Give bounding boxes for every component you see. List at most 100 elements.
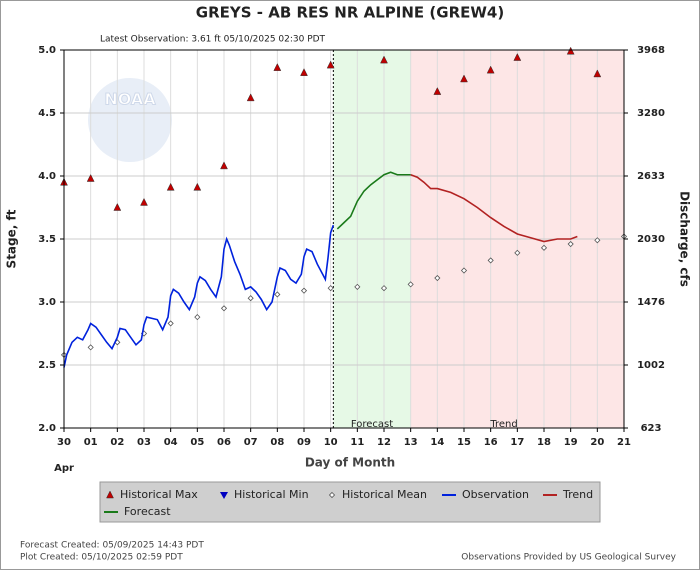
legend-label: Forecast (124, 505, 171, 518)
x-tick-label: 16 (484, 437, 498, 448)
legend-label: Observation (462, 488, 529, 501)
point (354, 283, 361, 290)
legend-swatch (106, 490, 114, 499)
point (327, 285, 334, 292)
x-tick-label: 10 (324, 437, 338, 448)
legend-label: Historical Mean (342, 488, 427, 501)
x-tick-label: 12 (377, 437, 391, 448)
point (87, 344, 94, 351)
legend-label: Trend (562, 488, 593, 501)
x-tick-label: 13 (404, 437, 418, 448)
point (407, 281, 414, 288)
point (167, 320, 174, 327)
point (460, 74, 468, 83)
point (593, 69, 602, 78)
point (486, 65, 495, 74)
point (567, 240, 574, 248)
series-line (410, 173, 578, 243)
x-tick-label: 08 (270, 437, 284, 448)
point (514, 249, 521, 256)
region-label: Trend (489, 419, 517, 430)
region-label: Forecast (351, 419, 393, 430)
point (86, 173, 95, 182)
point (194, 314, 201, 321)
point (220, 305, 228, 312)
footer-forecast: Forecast Created: 05/09/2025 14:43 PDT (20, 541, 204, 551)
y2-tick-label: 3968 (637, 45, 665, 56)
point (434, 274, 441, 282)
footer-credit: Observations Provided by US Geological S… (461, 553, 676, 563)
legend-label: Historical Max (120, 488, 198, 501)
logo (88, 78, 172, 162)
point (220, 161, 228, 170)
point (247, 295, 254, 302)
x-tick-label: 21 (617, 437, 631, 448)
x-tick-label: 05 (190, 437, 204, 448)
point (460, 267, 468, 274)
plot-border (63, 49, 625, 429)
x-tick-label: 15 (457, 437, 471, 448)
x-tick-label: 18 (537, 437, 551, 448)
x-tick-label: 03 (137, 437, 151, 448)
y2-tick-label: 623 (641, 423, 662, 434)
point (113, 202, 122, 211)
x-tick-label: 06 (217, 437, 231, 448)
y-tick-label: 4.0 (38, 171, 56, 182)
x-tick-label: 20 (590, 437, 604, 448)
x-tick-label: 11 (350, 437, 364, 448)
chart-title: GREYS - AB RES NR ALPINE (GREW4) (196, 4, 504, 22)
point (246, 93, 255, 102)
point (433, 87, 442, 95)
y2-tick-label: 1476 (637, 297, 665, 308)
point (487, 257, 494, 264)
point (513, 53, 522, 61)
point (274, 291, 281, 298)
x-tick-label: 02 (110, 437, 124, 448)
y-tick-label: 3.0 (38, 297, 56, 308)
x-tick-label: 04 (164, 437, 178, 448)
logo-text: NOAA (104, 90, 156, 109)
y2-tick-label: 2633 (637, 171, 665, 182)
footer-plot: Plot Created: 05/10/2025 02:59 PDT (20, 553, 183, 563)
point (594, 237, 601, 244)
point (380, 285, 388, 292)
y-tick-label: 2.5 (38, 360, 56, 371)
x-tick-label: 01 (84, 437, 98, 448)
x-axis-title: Day of Month (305, 456, 395, 470)
series-line (336, 171, 411, 230)
point (566, 46, 575, 55)
series-line (63, 224, 335, 368)
point (380, 55, 388, 64)
x-month-label: Apr (54, 463, 74, 474)
y-tick-label: 5.0 (38, 45, 56, 56)
legend-swatch (220, 492, 228, 499)
point (540, 244, 548, 251)
legend-box (99, 481, 601, 523)
point (300, 287, 308, 294)
x-tick-label: 30 (57, 437, 71, 448)
point (193, 182, 202, 191)
y-tick-label: 4.5 (38, 108, 56, 119)
legend-swatch (328, 491, 336, 499)
y2-tick-label: 1002 (637, 360, 665, 371)
point (326, 60, 335, 69)
x-tick-label: 14 (430, 437, 444, 448)
x-tick-label: 19 (564, 437, 578, 448)
point (140, 197, 148, 206)
y2-tick-label: 2030 (637, 234, 665, 245)
y2-tick-label: 3280 (637, 108, 665, 119)
y-tick-label: 2.0 (38, 423, 56, 434)
point (300, 68, 308, 76)
x-tick-label: 17 (510, 437, 524, 448)
point (273, 63, 282, 71)
y-axis-title: Stage, ft (5, 209, 19, 268)
legend-label: Historical Min (234, 488, 309, 501)
x-tick-label: 09 (297, 437, 311, 448)
subtitle: Latest Observation: 3.61 ft 05/10/2025 0… (100, 35, 326, 45)
y2-axis-title: Discharge, cfs (678, 191, 692, 287)
x-tick-label: 07 (244, 437, 258, 448)
point (166, 182, 175, 191)
y-tick-label: 3.5 (38, 234, 56, 245)
